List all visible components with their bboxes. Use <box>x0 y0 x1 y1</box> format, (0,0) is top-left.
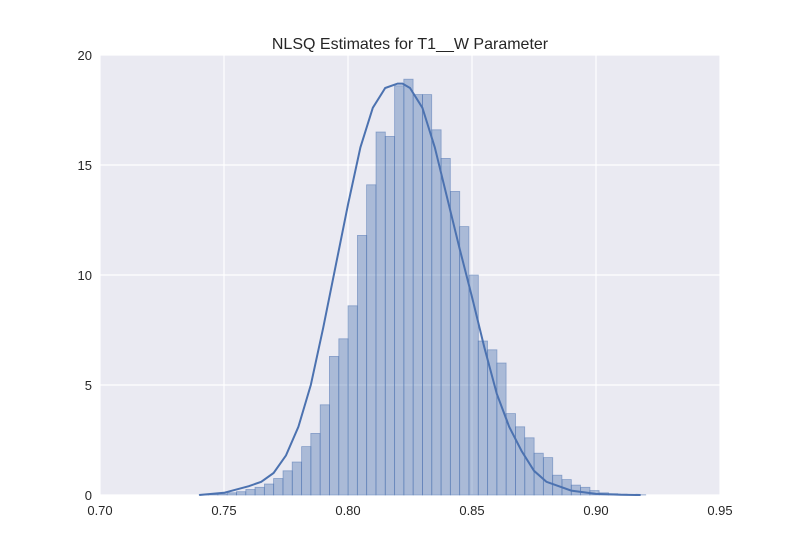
y-axis-ticks: 0 5 10 15 20 <box>78 48 92 503</box>
histogram-bar <box>431 129 442 496</box>
histogram-bar <box>310 432 321 496</box>
histogram-bar <box>505 413 516 496</box>
histogram-bar <box>487 349 498 496</box>
histogram-bar <box>384 135 395 496</box>
x-tick-label: 0.80 <box>335 503 360 518</box>
histogram-bar <box>515 426 526 496</box>
y-tick-label: 20 <box>78 48 92 63</box>
chart-title: NLSQ Estimates for T1__W Parameter <box>272 36 549 53</box>
histogram-bar <box>264 483 275 496</box>
histogram-bar <box>245 489 256 496</box>
x-tick-label: 0.90 <box>583 503 608 518</box>
histogram-bar <box>357 234 368 496</box>
histogram-bar <box>226 492 237 496</box>
histogram-bar <box>477 340 488 496</box>
kde-curve <box>199 82 641 496</box>
histogram-bar <box>394 85 405 496</box>
y-tick-label: 15 <box>78 158 92 173</box>
histogram-bar <box>412 94 423 496</box>
histogram-bar <box>319 404 330 496</box>
histogram-bar <box>524 437 535 496</box>
x-tick-label: 0.70 <box>87 503 112 518</box>
histogram-bar <box>366 184 377 496</box>
histogram-bars <box>198 78 647 496</box>
histogram-bar <box>282 470 293 496</box>
histogram-bar <box>403 78 414 496</box>
x-axis-ticks: 0.70 0.75 0.80 0.85 0.90 0.95 <box>87 503 732 518</box>
histogram-bar <box>328 355 340 496</box>
histogram-bar <box>496 362 507 496</box>
x-tick-label: 0.95 <box>707 503 732 518</box>
histogram-bar <box>421 94 433 496</box>
histogram-bar <box>347 305 358 496</box>
y-tick-label: 0 <box>85 488 92 503</box>
histogram-bar <box>301 446 312 496</box>
histogram-bar <box>375 131 386 496</box>
histogram-bar <box>291 461 302 496</box>
x-tick-label: 0.75 <box>211 503 236 518</box>
histogram-bar <box>254 486 265 496</box>
histogram-bar <box>273 478 284 496</box>
y-tick-label: 5 <box>85 378 92 393</box>
grid-lines <box>99 54 721 496</box>
y-tick-label: 10 <box>78 268 92 283</box>
histogram-bar <box>235 491 247 496</box>
histogram-bar <box>450 190 461 496</box>
x-tick-label: 0.85 <box>459 503 484 518</box>
histogram-bar <box>338 338 349 496</box>
histogram-bar <box>543 457 554 496</box>
